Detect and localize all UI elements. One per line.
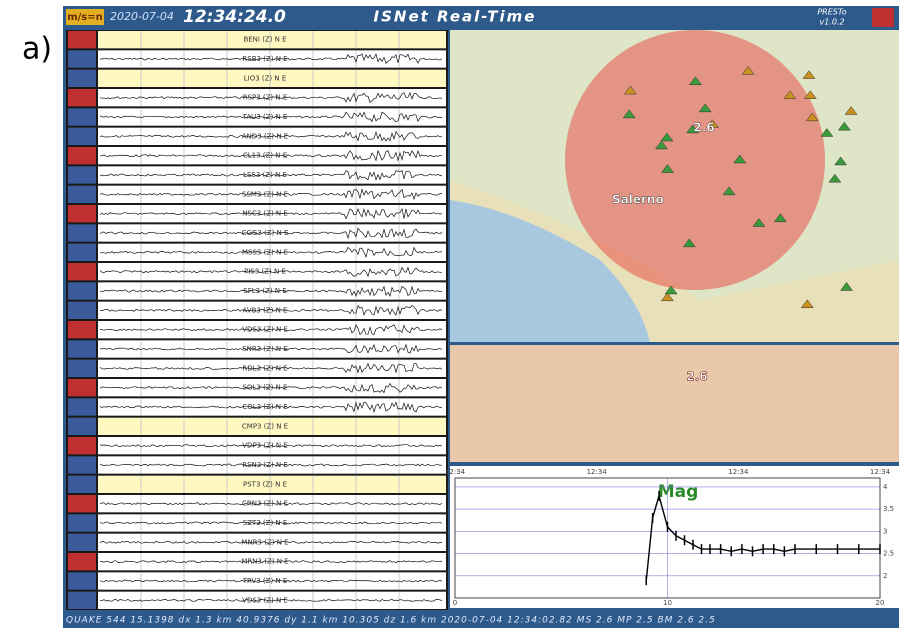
station-status [68, 31, 96, 48]
y-tick-label: 4 [883, 483, 888, 491]
station-status [68, 534, 96, 551]
time-label: 12:34 [728, 468, 749, 476]
station-status [68, 418, 96, 435]
x-tick-label: 20 [876, 599, 885, 607]
station-status [68, 70, 96, 87]
station-name: PST3 (Z) N E [243, 480, 287, 488]
station-status [68, 50, 96, 67]
station-status [68, 302, 96, 319]
station-name: SNR3 (Z) N E [242, 345, 288, 353]
y-tick-label: 3 [883, 527, 887, 535]
station-status [68, 147, 96, 164]
map-magnitude: 2.6 [693, 121, 714, 135]
status-text: QUAKE 544 15.1398 dx 1.3 km 40.9376 dy 1… [66, 616, 716, 626]
station-status [68, 456, 96, 473]
station-status [68, 166, 96, 183]
station-status [68, 186, 96, 203]
logo: m/s=n [67, 12, 103, 23]
date: 2020-07-04 [110, 10, 174, 23]
y-tick-label: 2.5 [883, 550, 894, 558]
station-status [68, 592, 96, 609]
station-status [68, 437, 96, 454]
screenshot: a) m/s=n 2020-07-04 12:34:24.0 ISNet Rea… [0, 0, 899, 630]
station-status [68, 398, 96, 415]
mag-title: Mag [658, 482, 699, 502]
y-tick-label: 3.5 [883, 505, 894, 513]
station-status [68, 224, 96, 241]
station-status [68, 205, 96, 222]
station-name: BENI (Z) N E [243, 36, 286, 44]
station-status [68, 495, 96, 512]
alert-circle [565, 30, 825, 290]
station-name: CMP3 (Z) N E [242, 422, 288, 430]
station-status [68, 572, 96, 589]
station-status [68, 263, 96, 280]
station-status [68, 89, 96, 106]
station-name: LSS3 (Z) N E [243, 171, 287, 179]
section-panel [450, 345, 899, 462]
station-status [68, 476, 96, 493]
station-status [68, 108, 96, 125]
city-label: Salerno [612, 193, 664, 207]
page: a) m/s=n 2020-07-04 12:34:24.0 ISNet Rea… [0, 0, 899, 630]
station-status [68, 340, 96, 357]
time-label: 12:34 [587, 468, 608, 476]
app-icon [872, 8, 894, 27]
x-tick-label: 0 [453, 599, 457, 607]
station-name: LIO3 (Z) N E [244, 74, 287, 82]
y-tick-label: 2 [883, 572, 887, 580]
time-label: 12:34 [870, 468, 891, 476]
time-label: 12:34 [445, 468, 466, 476]
figure-label: a) [22, 32, 52, 67]
section-magnitude: 2.6 [686, 370, 707, 384]
station-status [68, 282, 96, 299]
station-status [68, 553, 96, 570]
clock: 12:34:24.0 [183, 7, 286, 27]
x-tick-label: 10 [663, 599, 672, 607]
app-version: v1.0.2 [819, 18, 844, 27]
station-status [68, 360, 96, 377]
app-title: ISNet Real-Time [374, 8, 537, 26]
station-status [68, 128, 96, 145]
station-status [68, 244, 96, 261]
station-status [68, 514, 96, 531]
app-name: PRESTo [817, 8, 846, 17]
station-status [68, 321, 96, 338]
station-status [68, 379, 96, 396]
